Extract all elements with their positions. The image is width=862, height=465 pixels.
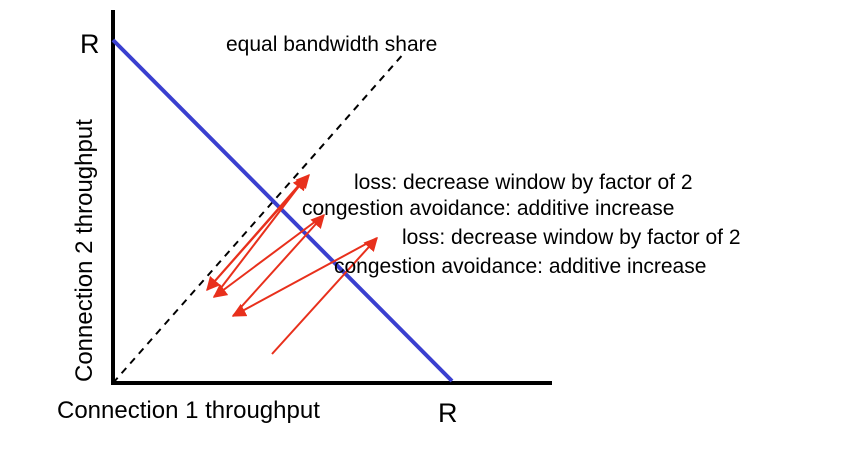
equal-share-line (112, 51, 406, 384)
x-axis-label: Connection 1 throughput (57, 397, 320, 424)
y-axis-label: Connection 2 throughput (71, 119, 98, 382)
trajectory-arrow (231, 237, 378, 317)
congestion-avoidance-label-2: congestion avoidance: additive increase (334, 255, 706, 278)
equal-share-label: equal bandwidth share (226, 33, 437, 56)
trajectory-arrow (232, 213, 325, 317)
congestion-avoidance-label-1: congestion avoidance: additive increase (302, 197, 674, 220)
trajectory-arrow (212, 214, 325, 298)
r-label-y: R (80, 29, 100, 59)
trajectory-arrow (206, 173, 310, 291)
loss-label-2: loss: decrease window by factor of 2 (402, 226, 741, 249)
trajectory-arrows (206, 173, 378, 355)
r-label-x: R (438, 398, 458, 428)
trajectory-arrow (271, 236, 378, 355)
capacity-line (111, 38, 454, 383)
loss-label-1: loss: decrease window by factor of 2 (354, 171, 693, 194)
